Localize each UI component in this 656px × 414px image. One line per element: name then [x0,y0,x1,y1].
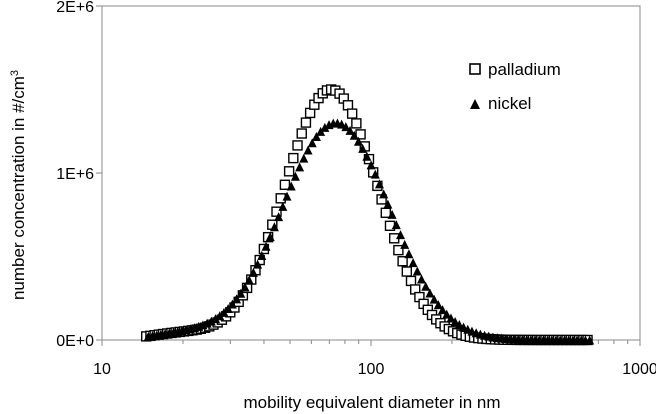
legend-label-nickel: nickel [488,94,531,113]
data-point-nickel [320,122,330,132]
data-point-nickel [269,222,279,232]
y-axis-label-superscript: 3 [9,70,21,76]
y-axis-label-text: number concentration in #/cm [9,76,28,300]
data-point-palladium [300,117,312,128]
data-point-palladium [271,206,282,217]
data-point-nickel [421,281,431,291]
data-point-palladium [401,266,413,277]
y-tick-label: 2E+6 [56,0,94,16]
plot-area: 10 100 1000 0E+0 1E+6 2E+6 [56,0,656,378]
y-axis-label: number concentration in #/cm3 [9,70,28,300]
data-point-nickel [446,313,456,323]
data-point-palladium [351,118,362,129]
data-point-palladium [296,128,307,139]
x-tick-label: 100 [358,361,385,378]
data-point-nickel [244,275,254,285]
data-point-nickel [341,122,351,132]
data-point-nickel [433,300,443,310]
data-point-nickel [395,230,405,240]
x-axis-label: mobility equivalent diameter in nm [243,393,500,412]
x-tick-label: 1000 [622,361,656,378]
y-tick-label: 1E+6 [56,166,94,183]
data-point-nickel [219,307,229,317]
data-point-palladium [279,179,291,190]
data-point-nickel [408,258,418,268]
data-point-palladium [288,152,299,164]
data-point-nickel [303,145,313,155]
data-point-palladium [380,207,391,218]
data-point-palladium [355,129,366,140]
data-point-nickel [274,212,284,222]
data-point-palladium [397,256,408,267]
data-point-nickel [286,181,296,191]
data-point-palladium [405,275,417,287]
data-point-nickel [278,201,288,211]
data-point-nickel [383,199,393,209]
data-point-nickel [404,249,414,259]
data-point-nickel [391,220,401,230]
data-point-nickel [374,179,384,189]
data-point-nickel [307,138,317,148]
data-point-nickel [240,282,250,292]
legend: palladium nickel [469,60,561,113]
legend-marker-palladium [469,63,481,75]
data-point-nickel [400,239,410,249]
data-point-nickel [387,209,397,219]
data-point-nickel [379,189,389,199]
data-point-nickel [370,169,380,179]
data-point-nickel [450,316,460,326]
data-point-nickel [417,274,427,284]
data-point-nickel [211,314,221,324]
data-point-nickel [299,153,309,163]
data-point-nickel [227,299,237,309]
data-point-nickel [442,309,452,319]
data-point-nickel [353,136,363,146]
data-point-nickel [362,151,372,161]
data-point-nickel [232,294,242,304]
data-point-nickel [345,125,355,135]
data-point-nickel [366,160,376,170]
data-point-nickel [295,162,305,172]
data-point-nickel [412,266,422,276]
data-point-nickel [253,259,263,269]
data-point-nickel [311,132,321,142]
legend-marker-nickel [470,99,480,109]
data-point-palladium [292,140,303,151]
data-point-nickel [282,191,292,201]
data-point-palladium [346,108,358,119]
data-point-nickel [585,335,595,345]
y-tick-label: 0E+0 [56,333,94,350]
data-point-nickel [261,241,271,251]
data-point-nickel [349,130,359,140]
legend-label-palladium: palladium [488,60,561,79]
data-point-nickel [425,288,435,298]
data-point-nickel [429,294,439,304]
data-point-nickel [215,311,225,321]
data-point-nickel [206,316,216,326]
x-tick-label: 10 [93,361,111,378]
data-point-nickel [257,250,267,260]
data-point-nickel [236,288,246,298]
data-point-palladium [393,244,404,256]
data-point-nickel [290,171,300,181]
data-point-palladium [283,166,295,177]
data-point-nickel [438,305,448,315]
data-point-nickel [265,232,275,242]
data-point-nickel [248,267,258,277]
data-point-nickel [358,143,368,153]
